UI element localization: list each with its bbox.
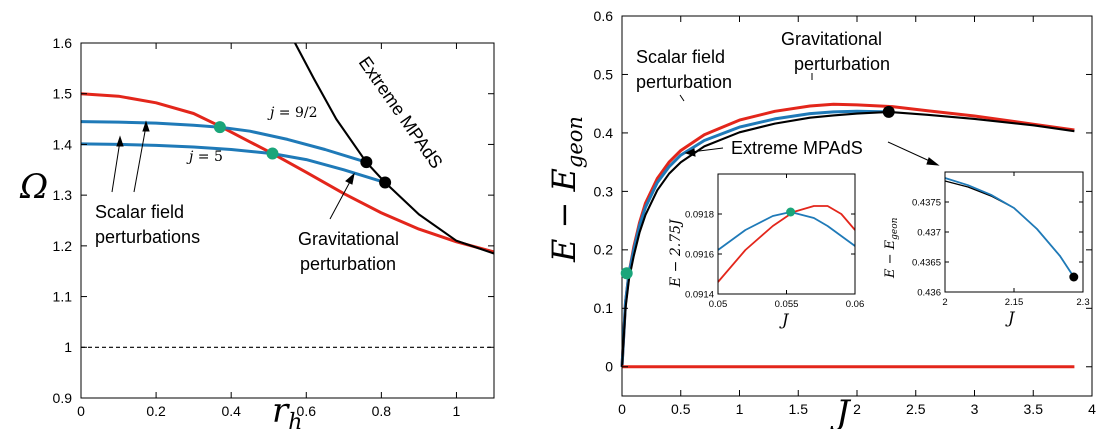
right-marker-2 <box>882 105 895 118</box>
right-chart: 0 0.5 1 1.5 2 2.5 3 3.5 4 0 0.1 0.2 0.3 0.4 0.5 0.6 E −… <box>545 8 1096 429</box>
left-ytick-label-2: 1 <box>64 339 72 355</box>
left-ytick-label-7: 1.5 <box>53 86 73 102</box>
left-xtick-label-4: 0.6 <box>297 403 317 419</box>
left-ytick-label-3: 1.1 <box>53 288 73 304</box>
inset-1-y-label: E − 2.75J <box>668 218 684 288</box>
inset-2-xtick-label-3: 2.3 <box>1076 297 1089 308</box>
left-marker-3 <box>360 156 373 169</box>
inset-1-xtick-label-1: 0.05 <box>709 299 728 310</box>
left-plot-frame <box>80 42 495 399</box>
right-ytick-label-5: 0.4 <box>594 125 614 141</box>
inset-2-marker-1 <box>1069 272 1079 282</box>
inset-1-ytick-label-3: 0.0918 <box>685 209 714 220</box>
left-label-scalar-1: Scalar field <box>95 202 184 222</box>
inset-2-markers <box>1069 272 1079 282</box>
right-x-axis-label: J <box>830 393 852 429</box>
right-xtick-label-1: 0 <box>618 401 626 417</box>
right-xtick-label-9: 4 <box>1088 401 1096 417</box>
left-xtick-label-3: 0.4 <box>221 403 241 419</box>
left-ytick-label-6: 1.4 <box>53 136 73 152</box>
inset-1-xtick-label-2: 0.055 <box>775 299 799 310</box>
left-marker-2 <box>266 147 279 160</box>
right-xtick-label-5: 2 <box>853 401 861 417</box>
left-label-grav-1: Gravitational <box>298 229 399 249</box>
left-label-j92: j = 9/2 <box>267 105 318 121</box>
left-ytick-label-8: 1.6 <box>53 35 73 51</box>
left-markers <box>213 121 392 189</box>
inset-2: 2 2.15 2.3 0.436 0.4365 0.437 0.4375 J E − Ege… <box>883 171 1090 327</box>
left-ytick-label-1: 0.9 <box>53 390 73 406</box>
inset-1-ytick-label-1: 0.0914 <box>685 289 714 300</box>
left-ytick-label-4: 1.2 <box>53 238 73 254</box>
inset-2-series <box>944 177 1075 278</box>
inset-2-series-2 <box>944 177 1075 278</box>
left-label-scalar-2: perturbations <box>95 227 200 247</box>
left-xtick-label-5: 0.8 <box>372 403 392 419</box>
left-chart: 0 0.2 0.4 0.6 0.8 1 0.9 1 1.1 1.2 1.3 1.4 1.5 1.6 Ω r… <box>19 35 495 429</box>
inset-1: 0.05 0.055 0.06 0.0914 0.0916 0.0918 J E − 2.… <box>668 173 864 329</box>
inset-2-background <box>945 172 1083 292</box>
left-y-axis-label: Ω <box>19 167 48 207</box>
left-marker-4 <box>379 176 392 189</box>
right-ytick-label-1: 0 <box>605 359 613 375</box>
left-xtick-label-2: 0.2 <box>146 403 166 419</box>
left-ytick-label-5: 1.3 <box>53 187 73 203</box>
left-series-3 <box>80 142 386 184</box>
right-marker-1 <box>620 267 633 280</box>
right-label-grav-1: Gravitational <box>781 29 882 49</box>
left-label-grav-2: perturbation <box>300 254 396 274</box>
inset-1-xtick-label-3: 0.06 <box>846 299 865 310</box>
inset-2-ticks: 2 2.15 2.3 0.436 0.4365 0.437 0.4375 <box>912 172 1090 308</box>
right-xtick-label-4: 1.5 <box>789 401 809 417</box>
inset-1-markers <box>786 207 796 217</box>
left-marker-1 <box>213 121 226 134</box>
right-series-layer <box>620 102 1075 369</box>
inset-2-ytick-label-4: 0.4375 <box>912 197 941 208</box>
right-xtick-label-7: 3 <box>971 401 979 417</box>
inset-2-y-label: E − Egeon <box>883 217 900 279</box>
right-ytick-label-4: 0.3 <box>594 183 614 199</box>
right-ytick-label-7: 0.6 <box>594 8 614 24</box>
inset-2-xtick-label-2: 2.15 <box>1005 297 1024 308</box>
inset-1-ticks: 0.05 0.055 0.06 0.0914 0.0916 0.0918 <box>685 174 864 310</box>
right-ytick-label-2: 0.1 <box>594 300 614 316</box>
right-ytick-label-6: 0.5 <box>594 66 614 82</box>
right-arrows <box>679 73 940 166</box>
right-label-scalar-2: perturbation <box>636 72 732 92</box>
right-y-axis-label: E − Egeon <box>545 116 587 263</box>
right-ticks: 0 0.5 1 1.5 2 2.5 3 3.5 4 0 0.1 0.2 0.3 0.4 0.5 0.6 <box>594 8 1097 417</box>
left-xtick-label-1: 0 <box>77 403 85 419</box>
left-ticks: 0 0.2 0.4 0.6 0.8 1 0.9 1 1.1 1.2 1.3 1.4 1.5 1.6 <box>53 35 494 419</box>
left-x-axis-label: rh <box>272 391 302 429</box>
left-label-extreme: Extreme MPAdS <box>355 53 447 172</box>
inset-2-x-label: J <box>1005 308 1016 327</box>
left-series-layer <box>80 42 495 348</box>
left-xtick-label-6: 1 <box>453 403 461 419</box>
right-label-grav-2: perturbation <box>794 54 890 74</box>
right-xtick-label-2: 0.5 <box>671 401 691 417</box>
left-series-4 <box>294 42 495 255</box>
inset-2-ytick-label-3: 0.437 <box>917 227 941 238</box>
right-label-scalar-1: Scalar field <box>636 47 725 67</box>
right-ytick-label-3: 0.2 <box>594 242 614 258</box>
right-markers <box>620 105 895 280</box>
right-series-3 <box>620 110 1075 367</box>
inset-1-ytick-label-2: 0.0916 <box>685 249 714 260</box>
right-xtick-label-3: 1 <box>736 401 744 417</box>
left-label-j5: j = 5 <box>186 149 223 165</box>
right-series-2 <box>620 109 889 367</box>
right-xtick-label-6: 2.5 <box>906 401 926 417</box>
left-arrows <box>111 120 355 220</box>
inset-2-ytick-label-1: 0.436 <box>917 287 941 298</box>
inset-2-ytick-label-2: 0.4365 <box>912 257 941 268</box>
inset-1-x-label: J <box>779 310 790 329</box>
right-xtick-label-8: 3.5 <box>1024 401 1044 417</box>
right-label-extreme: Extreme MPAdS <box>731 138 863 158</box>
inset-2-xtick-label-1: 2 <box>942 297 947 308</box>
inset-1-series-1 <box>717 205 856 283</box>
inset-1-marker-1 <box>786 207 796 217</box>
